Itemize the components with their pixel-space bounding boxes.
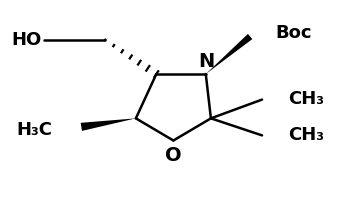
Text: CH₃: CH₃: [288, 90, 324, 108]
Text: H₃C: H₃C: [16, 121, 52, 139]
Text: HO: HO: [12, 31, 42, 49]
Text: Boc: Boc: [276, 24, 312, 42]
Text: N: N: [198, 52, 215, 71]
Text: CH₃: CH₃: [288, 126, 324, 144]
Text: O: O: [165, 146, 182, 165]
Polygon shape: [81, 118, 136, 131]
Polygon shape: [206, 34, 252, 74]
